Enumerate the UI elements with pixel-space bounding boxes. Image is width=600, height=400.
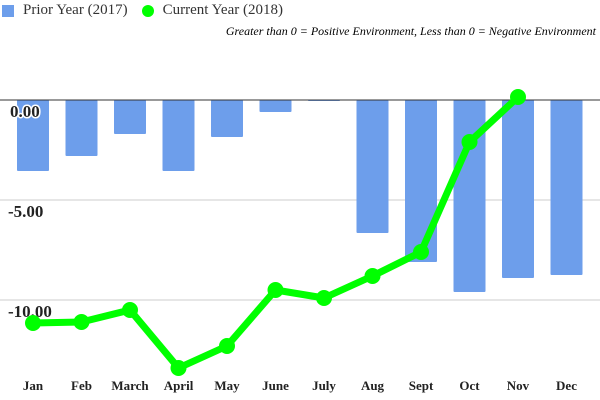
y-tick-label: 0.00 <box>10 102 40 121</box>
bar-june <box>259 100 292 112</box>
bar-april <box>162 100 195 171</box>
point-aug <box>364 268 381 284</box>
y-tick-label: -5.00 <box>8 202 43 221</box>
y-tick-label: -10.00 <box>8 302 52 321</box>
x-tick-label: April <box>164 378 194 393</box>
point-nov <box>510 89 526 105</box>
bar-oct <box>453 100 486 292</box>
chart-subtitle: Greater than 0 = Positive Environment, L… <box>225 24 596 38</box>
point-july <box>316 290 332 306</box>
x-tick-label: March <box>111 378 149 393</box>
bar-nov <box>502 100 534 278</box>
point-march <box>122 302 138 318</box>
x-tick-label: Aug <box>361 378 385 393</box>
legend-swatch-bar-icon <box>2 4 14 17</box>
x-tick-label: June <box>262 378 289 393</box>
legend-label-current-year: Current Year (2018) <box>162 2 283 18</box>
x-tick-label: Nov <box>507 378 530 393</box>
x-tick-label: Dec <box>556 378 577 393</box>
legend-label-prior-year: Prior Year (2017) <box>23 2 128 18</box>
point-feb <box>73 314 90 330</box>
legend-swatch-dot-icon <box>141 4 154 17</box>
point-april <box>170 360 187 376</box>
x-tick-label: Oct <box>459 378 480 393</box>
bar-dec <box>550 100 583 275</box>
bar-sept <box>405 100 437 262</box>
x-tick-label: Jan <box>23 378 44 393</box>
bar-feb <box>65 100 98 156</box>
point-may <box>219 338 235 354</box>
point-june <box>267 282 284 298</box>
bar-march <box>114 100 146 134</box>
bar-may <box>211 100 243 137</box>
x-tick-label: Sept <box>409 378 434 393</box>
point-jan <box>25 315 41 331</box>
legend-item-prior-year[interactable]: Prior Year (2017) <box>2 2 128 19</box>
legend-item-current-year[interactable]: Current Year (2018) <box>141 2 283 19</box>
current-year-line <box>32 94 521 372</box>
x-tick-label: July <box>312 378 336 393</box>
x-tick-label: May <box>214 378 240 393</box>
bar-jan <box>17 100 49 171</box>
x-tick-label: Feb <box>71 378 92 393</box>
bar-aug <box>356 100 389 233</box>
point-oct <box>461 134 478 150</box>
legend: Prior Year (2017) Current Year (2018) <box>2 2 297 19</box>
point-sept <box>413 244 429 260</box>
